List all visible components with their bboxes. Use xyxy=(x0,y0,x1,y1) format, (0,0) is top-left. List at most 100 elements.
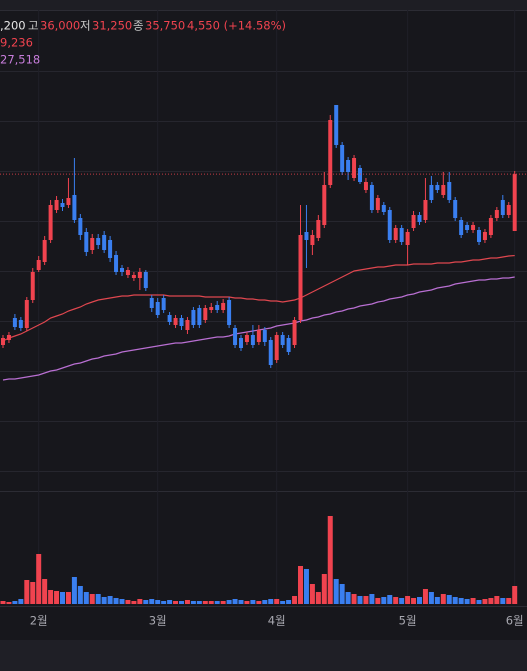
candle-body xyxy=(405,232,410,245)
marks: 2월 3월 4월 5월 6월 xyxy=(0,10,527,628)
volume-bar xyxy=(292,596,298,604)
candle-body xyxy=(102,235,107,250)
candle-body xyxy=(1,338,5,345)
volume-bar xyxy=(184,600,190,604)
candle-body xyxy=(197,308,202,325)
ma-value: 9,236 xyxy=(0,36,33,50)
candle-body xyxy=(411,215,416,228)
candle-body xyxy=(78,218,83,235)
volume-bar xyxy=(24,580,30,604)
volume-bar xyxy=(464,599,470,604)
x-tick-label: 3월 xyxy=(149,614,167,628)
candle-body xyxy=(334,105,339,145)
candle-body xyxy=(471,225,476,230)
candle-body xyxy=(387,210,392,240)
high-label: 고 xyxy=(28,19,39,33)
volume-bar xyxy=(12,601,18,604)
candle-body xyxy=(90,238,95,250)
volume-bar xyxy=(42,579,48,604)
volume-bar xyxy=(333,579,339,604)
volume-bar xyxy=(452,597,458,604)
candle-body xyxy=(143,272,148,288)
volume-bar xyxy=(440,594,446,604)
volume-bar xyxy=(298,566,303,604)
volume-bar xyxy=(167,600,173,604)
volume-bar xyxy=(232,599,238,604)
candle-body xyxy=(322,185,327,225)
volume-bar xyxy=(286,600,292,604)
volume-bar xyxy=(149,599,155,604)
candle-body xyxy=(286,338,291,352)
volume-bar xyxy=(357,596,363,604)
candle-body xyxy=(48,205,53,240)
candle-body xyxy=(149,298,154,308)
volume-bar xyxy=(65,592,71,604)
candle-body xyxy=(179,318,184,326)
candle-body xyxy=(292,320,297,345)
candle-body xyxy=(280,335,285,345)
candle-body xyxy=(30,272,35,300)
candle-body xyxy=(482,232,487,240)
legend: ,200 고 36,000 저 31,250 종 35,750 4,550 (+… xyxy=(0,19,286,67)
candle-body xyxy=(203,308,208,320)
volume-bar xyxy=(417,597,422,604)
candle-body xyxy=(340,145,345,172)
candle-body xyxy=(453,200,458,218)
candle-body xyxy=(441,185,446,195)
ma-value: 27,518 xyxy=(0,53,40,67)
change-value: 4,550 (+14.58%) xyxy=(187,19,286,33)
candle-body xyxy=(346,160,351,172)
volume-bar xyxy=(494,596,500,604)
volume-bar xyxy=(351,594,357,604)
candle-body xyxy=(310,235,315,245)
top-strip xyxy=(0,0,527,10)
candle-body xyxy=(42,240,47,262)
volume-bar xyxy=(18,599,24,604)
volume-bar xyxy=(411,598,417,604)
candle-body xyxy=(108,240,113,258)
candle-body xyxy=(512,174,517,231)
volume-bar xyxy=(387,595,393,604)
volume-bar xyxy=(125,600,131,604)
volume-bar xyxy=(500,598,506,604)
open-value: ,200 xyxy=(0,19,26,33)
candle-body xyxy=(221,303,226,310)
volume-bar xyxy=(482,599,488,604)
candle-body xyxy=(369,185,374,210)
candle-body xyxy=(244,335,249,342)
volume-bar xyxy=(226,600,232,604)
volume-bar xyxy=(196,601,202,604)
candle-body xyxy=(363,182,368,190)
volume-bar xyxy=(345,592,351,604)
volume-bar xyxy=(119,599,125,604)
volume-bar xyxy=(54,591,60,604)
volume-bar xyxy=(190,601,196,604)
candle-body xyxy=(393,228,398,240)
volume-bar xyxy=(274,599,280,604)
volume-bar xyxy=(155,600,161,604)
volume-bar xyxy=(363,596,369,604)
candle-body xyxy=(304,232,309,240)
volume-bar xyxy=(179,601,184,604)
candle-body xyxy=(185,320,190,330)
volume-bar xyxy=(375,598,381,604)
candle-body xyxy=(54,200,59,210)
candle-body xyxy=(399,228,404,242)
volume-bar xyxy=(309,584,315,604)
volume-bar xyxy=(208,601,214,604)
volume-bar xyxy=(107,596,113,604)
volume-bar xyxy=(262,600,268,604)
candle-body xyxy=(435,185,440,190)
candle-body xyxy=(209,307,214,310)
volume-bar xyxy=(143,600,149,604)
candle-body xyxy=(24,300,29,328)
volume-bar xyxy=(77,586,83,604)
candle-body xyxy=(506,205,511,215)
volume-bar xyxy=(256,601,262,604)
candle-body xyxy=(459,220,464,235)
volume-bar xyxy=(238,600,244,604)
candle-body xyxy=(114,255,119,272)
candle-body xyxy=(120,268,124,272)
